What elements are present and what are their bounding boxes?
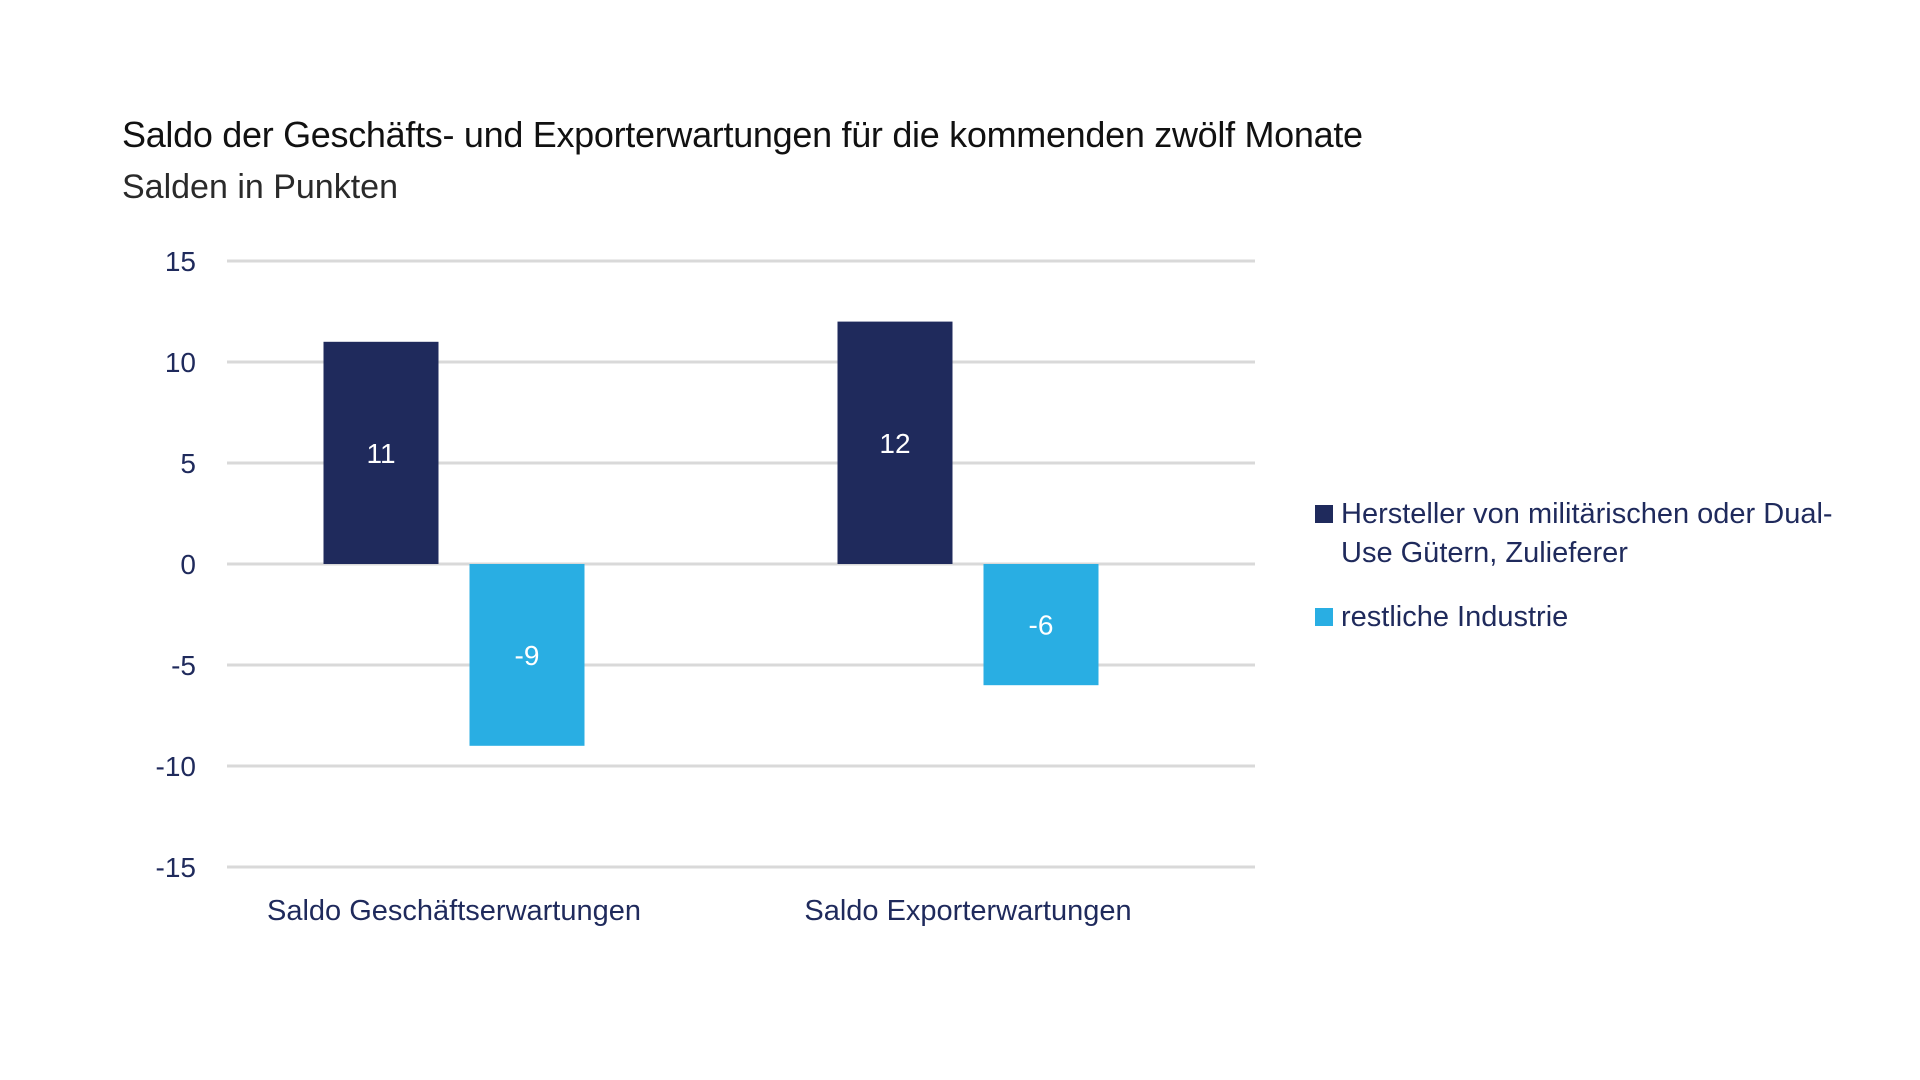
bar [323,341,439,564]
bar [837,321,953,564]
y-tick-label: -5 [171,650,196,681]
data-label: 11 [366,438,395,469]
legend-label: Hersteller von militärischen oder Dual-U… [1341,498,1833,569]
data-label: -6 [1029,610,1054,641]
x-category-label: Saldo Exporterwartungen [804,895,1131,927]
bar [983,564,1099,686]
y-tick-label: 15 [165,246,196,277]
y-tick-label: 0 [180,549,196,580]
legend-item-rest-industry: restliche Industrie [1315,598,1875,637]
y-tick-label: 5 [180,448,196,479]
y-tick-label: -15 [156,852,196,883]
legend-label: restliche Industrie [1341,601,1569,633]
legend-item-defense: Hersteller von militärischen oder Dual-U… [1315,495,1875,573]
y-tick-label: 10 [165,347,196,378]
data-label: 12 [879,428,910,459]
y-tick-label: -10 [156,751,196,782]
bar [469,564,585,746]
x-category-label: Saldo Geschäftserwartungen [267,895,641,927]
legend-swatch [1315,608,1333,626]
data-label: -9 [515,640,540,671]
legend-swatch [1315,505,1333,523]
chart-subtitle: Salden in Punkten [122,168,398,206]
chart-title: Saldo der Geschäfts- und Exporterwartung… [122,114,1363,155]
